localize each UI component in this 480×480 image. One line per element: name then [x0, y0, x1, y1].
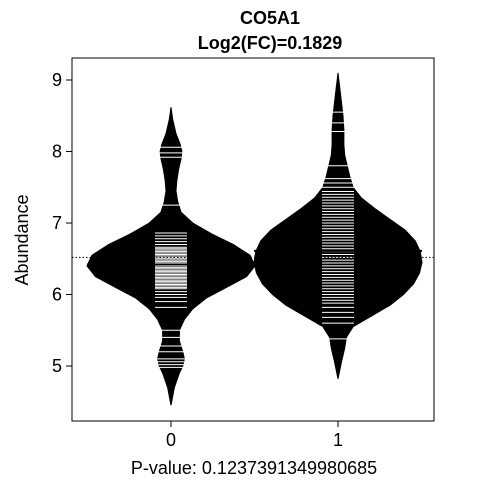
chart-subtitle: Log2(FC)=0.1829 — [198, 33, 343, 53]
chart-title: CO5A1 — [240, 8, 300, 28]
y-tick-label: 9 — [52, 70, 62, 90]
y-tick-label: 5 — [52, 356, 62, 376]
y-tick-label: 8 — [52, 142, 62, 162]
y-tick-label: 7 — [52, 213, 62, 233]
y-axis-label: Abundance — [12, 194, 32, 285]
beans-layer — [72, 72, 434, 406]
y-tick-label: 6 — [52, 285, 62, 305]
y-axis: 5 6 7 8 9 — [52, 70, 72, 376]
x-tick-label: 1 — [333, 430, 343, 450]
x-tick-label: 0 — [166, 430, 176, 450]
bean-group-1 — [253, 72, 423, 380]
x-axis-label: P-value: 0.1237391349980685 — [131, 458, 377, 478]
plot-frame — [71, 57, 435, 422]
bean-group-0 — [86, 107, 256, 406]
